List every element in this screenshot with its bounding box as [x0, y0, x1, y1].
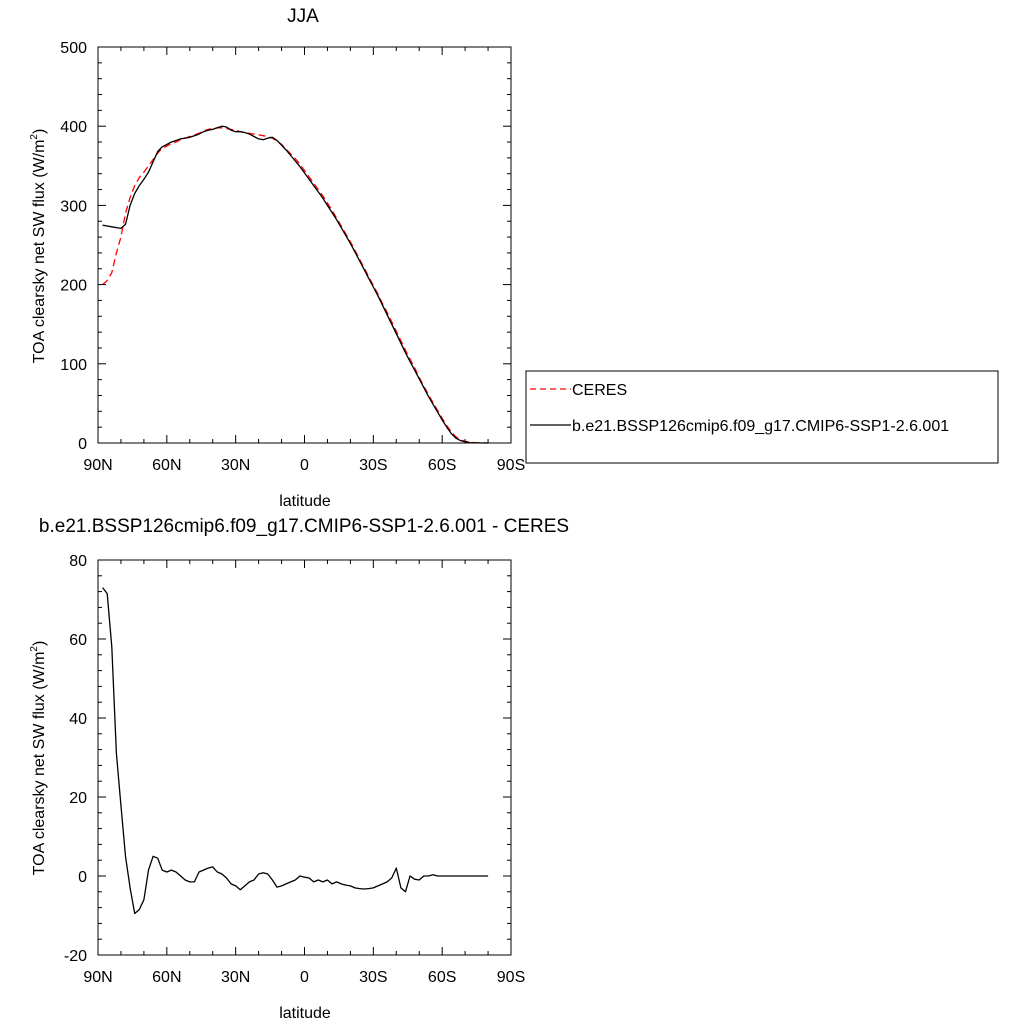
top-x-tick-label: 90N — [83, 457, 112, 474]
top-y-tick-label: 400 — [60, 119, 87, 136]
bottom-chart-title: b.e21.BSSP126cmip6.f09_g17.CMIP6-SSP1-2.… — [39, 516, 569, 537]
top-y-tick-label: 100 — [60, 357, 87, 374]
legend: CERES b.e21.BSSP126cmip6.f09_g17.CMIP6-S… — [525, 370, 999, 464]
top-x-tick-label: 30S — [359, 457, 387, 474]
bottom-y-axis-label-text: TOA clearsky net SW flux (W/m — [31, 652, 48, 876]
bottom-plot-area: 90N 60N 30N 0 30S 60S 90S -20 0 20 40 60 80 — [64, 553, 525, 986]
bottom-y-axis-label-sup: 2 — [29, 646, 40, 652]
bottom-x-tick-label: 60S — [428, 969, 456, 986]
top-y-tick-label: 500 — [60, 40, 87, 57]
top-x-tick-label: 60N — [152, 457, 181, 474]
bottom-x-axis-label: latitude — [279, 1005, 331, 1022]
top-y-tick-label: 0 — [78, 436, 87, 453]
legend-ceres-label: CERES — [572, 382, 627, 399]
bottom-x-tick-label: 30S — [359, 969, 387, 986]
top-x-axis-label: latitude — [279, 493, 331, 510]
bottom-y-tick-label: 80 — [69, 553, 87, 570]
bottom-y-axis-label: TOA clearsky net SW flux (W/m2) — [29, 641, 48, 876]
bottom-y-tick-label: 40 — [69, 711, 87, 728]
legend-model-label: b.e21.BSSP126cmip6.f09_g17.CMIP6-SSP1-2.… — [572, 418, 949, 435]
bottom-x-tick-label: 90S — [497, 969, 525, 986]
bottom-panel: b.e21.BSSP126cmip6.f09_g17.CMIP6-SSP1-2.… — [29, 516, 569, 1022]
top-x-tick-label: 0 — [300, 457, 309, 474]
top-y-axis-label-sup: 2 — [29, 134, 40, 140]
bottom-series-0-line — [102, 587, 489, 915]
bottom-x-tick-label: 0 — [300, 969, 309, 986]
bottom-plot-frame — [97, 559, 512, 956]
top-y-axis-label: TOA clearsky net SW flux (W/m2) — [29, 129, 48, 364]
legend-box — [525, 370, 999, 464]
top-series-0-line — [102, 127, 489, 444]
top-x-tick-label: 90S — [497, 457, 525, 474]
bottom-y-axis-label-close: ) — [31, 641, 48, 646]
top-y-axis-label-close: ) — [31, 129, 48, 134]
bottom-y-tick-label: -20 — [64, 948, 87, 965]
bottom-x-tick-label: 30N — [221, 969, 250, 986]
top-y-tick-label: 200 — [60, 278, 87, 295]
top-panel: JJA 90N 60N 30N 0 30S 60S 90S0100200300400500 … — [29, 6, 525, 510]
top-x-tick-label: 30N — [221, 457, 250, 474]
top-x-tick-label: 60S — [428, 457, 456, 474]
top-y-axis-label-text: TOA clearsky net SW flux (W/m — [31, 140, 48, 364]
top-y-tick-label: 300 — [60, 198, 87, 215]
bottom-x-tick-label: 60N — [152, 969, 181, 986]
top-plot-frame — [97, 46, 512, 444]
bottom-y-tick-label: 60 — [69, 632, 87, 649]
top-chart-title: JJA — [287, 6, 319, 27]
bottom-y-tick-label: 0 — [78, 869, 87, 886]
bottom-x-tick-label: 90N — [83, 969, 112, 986]
bottom-y-tick-label: 20 — [69, 790, 87, 807]
top-plot-area: 90N 60N 30N 0 30S 60S 90S 0 100 200 300 400 500 — [60, 40, 525, 474]
top-series-1-line — [102, 125, 489, 444]
